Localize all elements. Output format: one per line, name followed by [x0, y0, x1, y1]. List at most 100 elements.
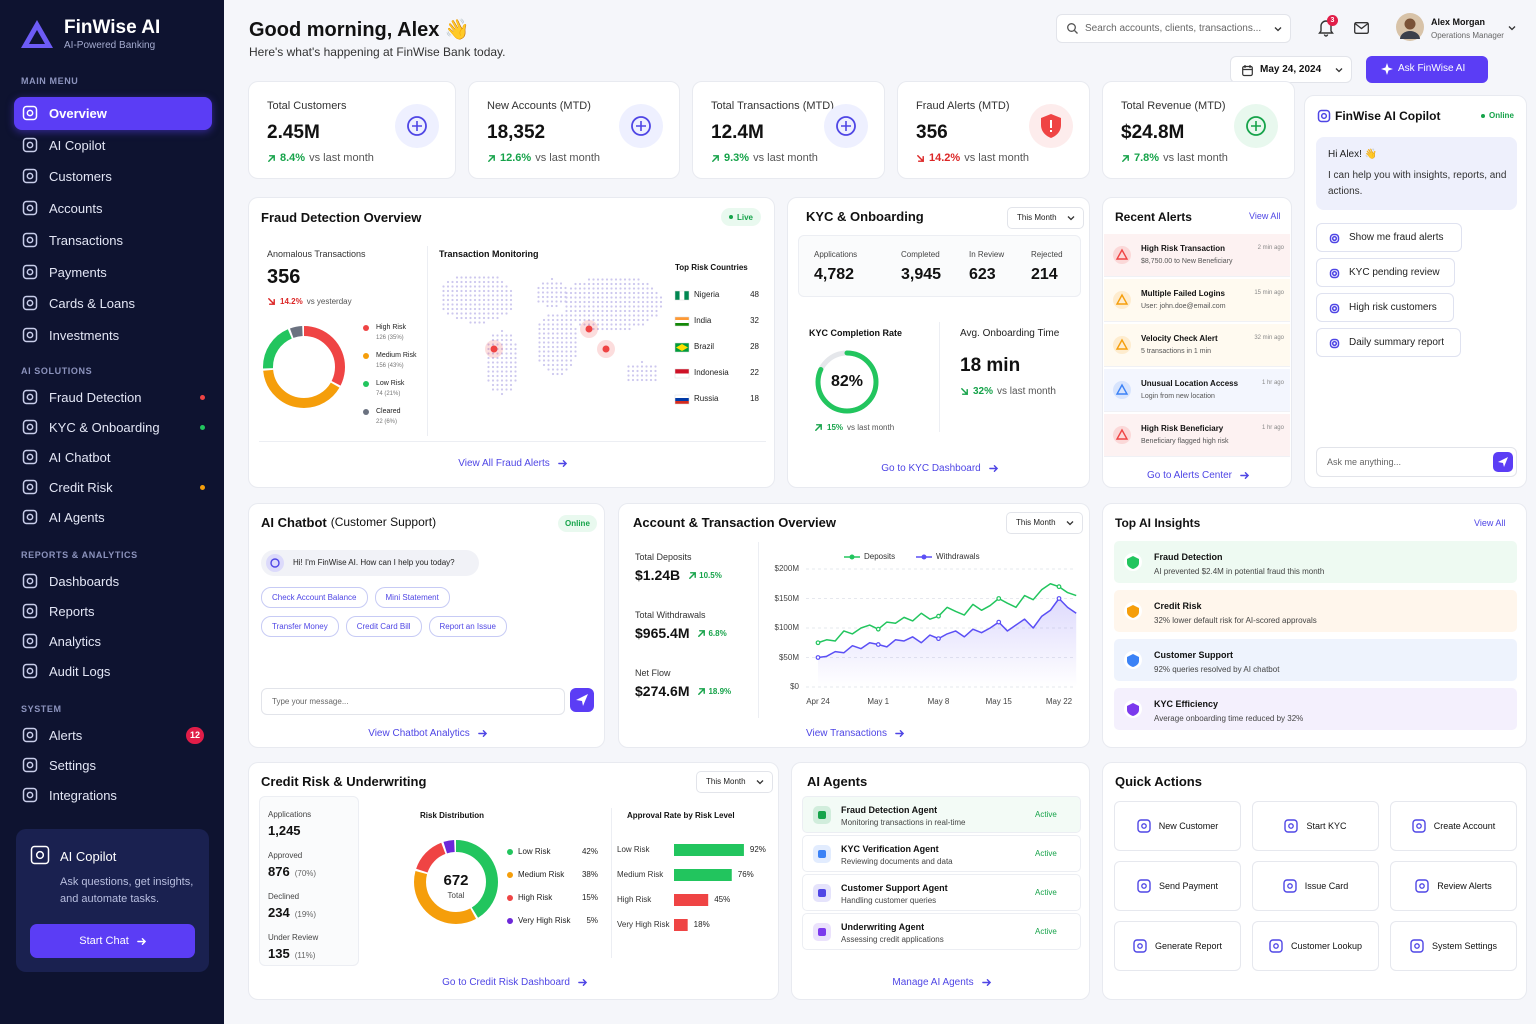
nav-item[interactable]: Accounts [14, 192, 212, 225]
period-dropdown[interactable]: This Month [1006, 512, 1083, 534]
agent-row[interactable]: KYC Verification Agent Reviewing document… [802, 835, 1081, 872]
link[interactable]: View Chatbot Analytics [249, 728, 606, 739]
kpi-card: Fraud Alerts (MTD) 356 14.2% vs last month [897, 81, 1090, 179]
legend-value: 74 (21%) [376, 391, 401, 397]
nav-item[interactable]: Audit Logs [14, 655, 212, 688]
approval-title: Approval Rate by Risk Level [627, 811, 735, 820]
arrow-shape [988, 465, 998, 472]
arrow [136, 937, 146, 945]
nav-item[interactable]: AI Copilot [14, 129, 212, 162]
insight-row[interactable]: Fraud Detection AI prevented $2.4M in pot… [1114, 541, 1517, 583]
insight-row[interactable]: Credit Risk 32% lower default risk for AI… [1114, 590, 1517, 632]
flag [674, 316, 690, 327]
nav-item[interactable]: Dashboards [14, 565, 212, 598]
nav-item[interactable]: Credit Risk [14, 471, 212, 504]
map-dot [546, 291, 549, 294]
search-box[interactable]: Search accounts, clients, transactions..… [1056, 14, 1291, 43]
quick-action[interactable]: Review Alerts [1390, 861, 1517, 911]
country-count: 48 [750, 290, 759, 299]
kpi-value: 18,352 [487, 122, 546, 143]
agent-row[interactable]: Fraud Detection Agent Monitoring transact… [802, 796, 1081, 833]
alert-row[interactable]: Multiple Failed Logins User: john.doe@ema… [1104, 279, 1290, 322]
quick-action[interactable]: System Settings [1390, 921, 1517, 971]
quick-action[interactable]: Start KYC [1252, 801, 1379, 851]
quick-action[interactable]: Issue Card [1252, 861, 1379, 911]
link[interactable]: View Transactions [619, 728, 1091, 739]
map-dot [569, 291, 573, 295]
suggestion-chip[interactable]: High risk customers [1316, 293, 1454, 322]
quick-action[interactable]: Create Account [1390, 801, 1517, 851]
map-dot [556, 359, 559, 362]
kpi-label: Fraud Alerts (MTD) [916, 100, 1010, 112]
nav-item[interactable]: Cards & Loans [14, 287, 212, 320]
start-chat-button[interactable]: Start Chat [30, 924, 195, 958]
ask-button[interactable]: Ask FinWise AI [1366, 56, 1488, 83]
map-dot [487, 379, 490, 382]
nav-item[interactable]: Fraud Detection [14, 381, 212, 414]
nav-item[interactable]: Settings [14, 749, 212, 782]
insight-row[interactable]: Customer Support 92% queries resolved by … [1114, 639, 1517, 681]
chat-input[interactable]: Type your message... [261, 688, 565, 715]
chip[interactable]: Report an Issue [428, 616, 508, 637]
link[interactable]: Go to Alerts Center [1103, 470, 1293, 481]
quick-action[interactable]: New Customer [1114, 801, 1241, 851]
nav-item[interactable]: AI Chatbot [14, 441, 212, 474]
map-dot [482, 285, 486, 288]
nav-item[interactable]: AI Agents [14, 501, 212, 534]
send-icon [576, 694, 588, 706]
nav-item[interactable]: Reports [14, 595, 212, 628]
copilot-input[interactable]: Ask me anything... [1316, 447, 1517, 477]
divider [939, 322, 940, 432]
nav-item[interactable]: Customers [14, 160, 212, 193]
map-dot [455, 289, 459, 293]
chip[interactable]: Mini Statement [374, 587, 450, 608]
nav-item[interactable]: Integrations [14, 779, 212, 812]
map-dot [514, 374, 517, 378]
nav-item[interactable]: Alerts 12 [14, 719, 212, 752]
suggestion-chip[interactable]: KYC pending review [1316, 258, 1455, 287]
nav-item[interactable]: Payments [14, 256, 212, 289]
alert-row[interactable]: Velocity Check Alert 5 transactions in 1 … [1104, 324, 1290, 367]
suggestion-chip[interactable]: Show me fraud alerts [1316, 223, 1462, 252]
send-button[interactable] [570, 688, 594, 712]
nav-item[interactable]: KYC & Onboarding [14, 411, 212, 444]
insight-row[interactable]: KYC Efficiency Average onboarding time re… [1114, 688, 1517, 730]
copilot-greeting: Hi Alex! 👋 [1328, 149, 1378, 160]
link[interactable]: Manage AI Agents [792, 977, 1091, 988]
date-button[interactable]: May 24, 2024 [1230, 56, 1352, 83]
quick-action[interactable]: Customer Lookup [1252, 921, 1379, 971]
quick-action[interactable]: Send Payment [1114, 861, 1241, 911]
send-button[interactable] [1493, 452, 1513, 472]
chip[interactable]: Check Account Balance [261, 587, 368, 608]
agent-row[interactable]: Customer Support Agent Handling customer … [802, 874, 1081, 911]
map-dot [451, 285, 454, 288]
map-dot [509, 289, 513, 293]
link[interactable]: Go to KYC Dashboard [788, 463, 1091, 474]
map-dot [487, 343, 490, 346]
link[interactable]: View All Fraud Alerts [249, 458, 776, 469]
agent-status: Active [1035, 888, 1057, 897]
agent-row[interactable]: Underwriting Agent Assessing credit appli… [802, 913, 1081, 950]
map-dot [514, 365, 517, 369]
suggestion-chip[interactable]: Daily summary report [1316, 328, 1461, 357]
link[interactable]: Go to Credit Risk Dashboard [249, 977, 780, 988]
nav-item[interactable]: Overview [14, 97, 212, 130]
agent-desc: Reviewing documents and data [841, 857, 953, 866]
chip[interactable]: Transfer Money [261, 616, 339, 637]
nav-item[interactable]: Investments [14, 319, 212, 352]
period-dropdown[interactable]: This Month [696, 771, 773, 793]
alert-row[interactable]: Unusual Location Access Login from new lo… [1104, 369, 1290, 412]
alert-row[interactable]: High Risk Transaction $8,750.00 to New Be… [1104, 234, 1290, 277]
nav-item[interactable]: Analytics [14, 625, 212, 658]
map-dot [500, 383, 504, 387]
tagline: AI-Powered Banking [64, 40, 156, 51]
map-dot [628, 309, 631, 313]
map-dot [637, 323, 640, 326]
map-dot [556, 323, 559, 326]
period-dropdown[interactable]: This Month [1007, 207, 1084, 229]
chip[interactable]: Credit Card Bill [345, 616, 422, 637]
map-dot [587, 282, 591, 286]
nav-item[interactable]: Transactions [14, 224, 212, 257]
alert-row[interactable]: High Risk Beneficiary Beneficiary flagged… [1104, 414, 1290, 457]
quick-action[interactable]: Generate Report [1114, 921, 1241, 971]
